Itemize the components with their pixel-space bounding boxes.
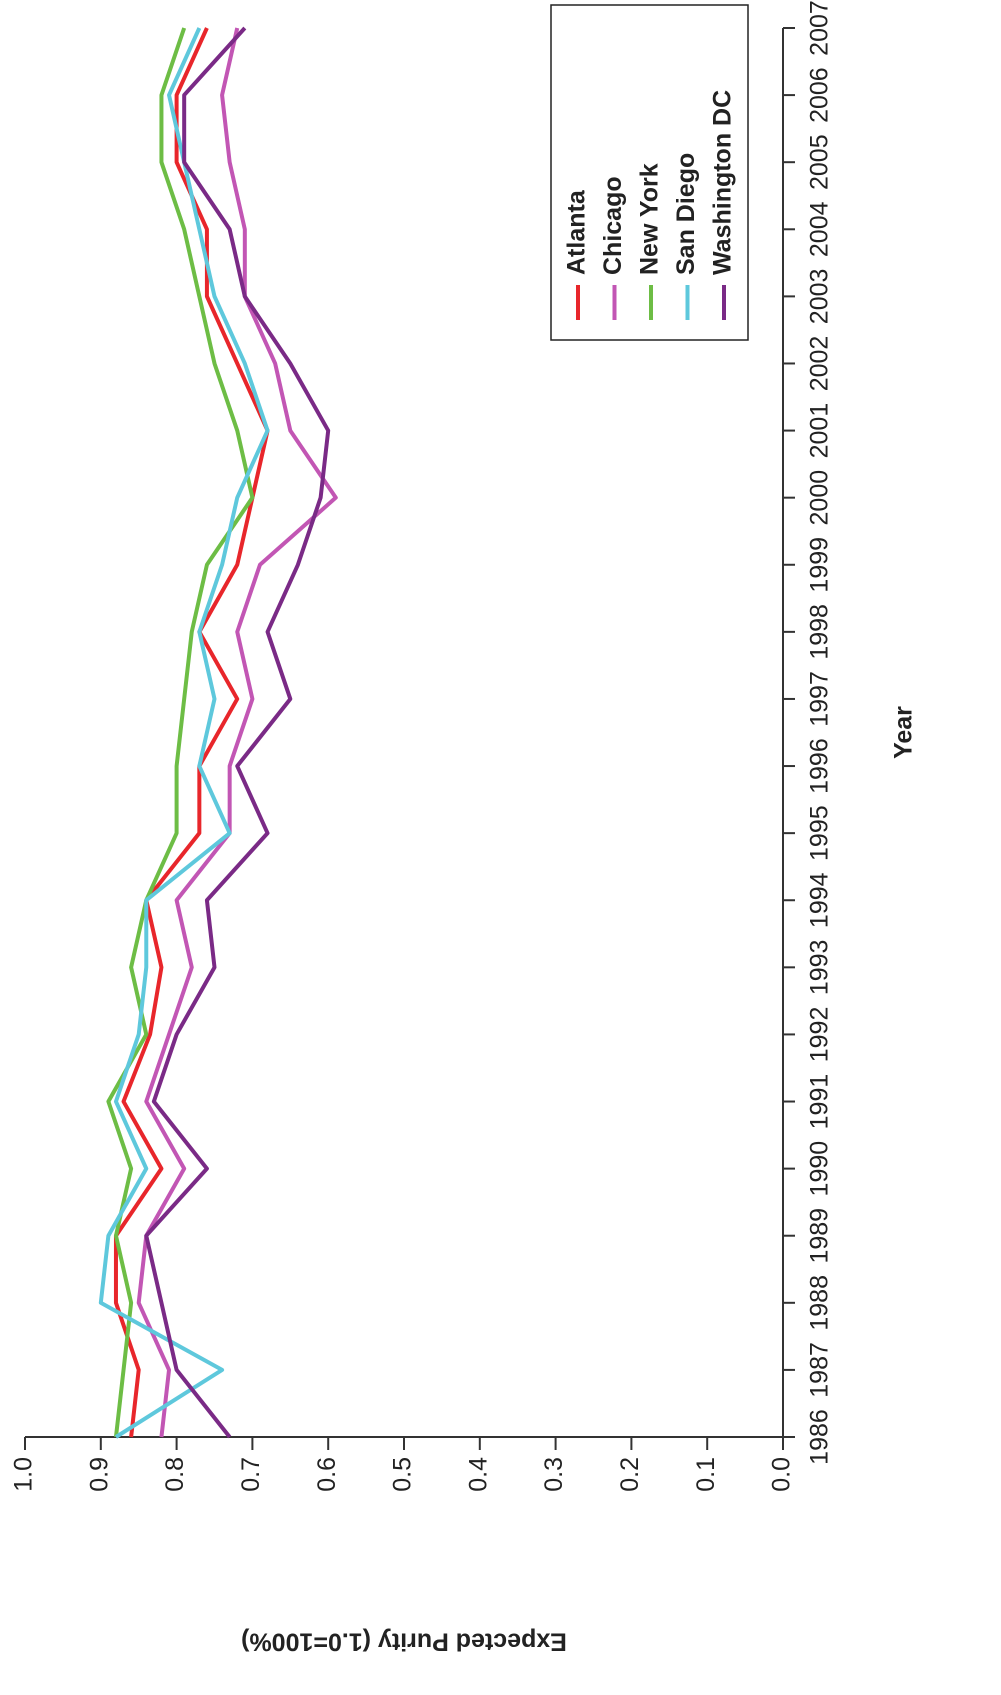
series-line [98, 27, 270, 1439]
y-tick-label: 0.9 [85, 1457, 113, 1492]
x-tick-label: 1991 [806, 1074, 834, 1130]
x-tick-label: 2005 [806, 134, 834, 190]
y-tick-label: 0.4 [464, 1457, 492, 1492]
x-tick-label: 1999 [806, 537, 834, 593]
x-tick-label: 1988 [806, 1275, 834, 1331]
series-line [106, 27, 255, 1438]
x-tick-label: 1997 [806, 671, 834, 727]
x-axis-title: Year [890, 706, 918, 759]
x-tick-label: 2004 [806, 201, 834, 257]
y-tick-label: 0.0 [768, 1457, 796, 1492]
legend-label: New York [636, 163, 664, 275]
x-tick-label: 2006 [806, 67, 834, 123]
x-tick-label: 1986 [806, 1409, 834, 1465]
x-tick-label: 2007 [806, 0, 834, 56]
x-tick-label: 1996 [806, 738, 834, 794]
x-tick-label: 2002 [806, 336, 834, 392]
series-line [144, 26, 331, 1439]
legend-label: Atlanta [563, 189, 591, 275]
legend-label: Washington DC [709, 90, 737, 275]
x-tick-label: 1993 [806, 940, 834, 996]
x-tick-label: 1994 [806, 872, 834, 928]
y-tick-label: 0.2 [616, 1457, 644, 1492]
y-tick-label: 0.7 [237, 1457, 265, 1492]
legend-label: San Diego [672, 153, 700, 275]
y-tick-label: 0.1 [692, 1457, 720, 1492]
y-tick-label: 1.0 [10, 1457, 38, 1492]
x-tick-label: 1992 [806, 1007, 834, 1063]
chart: 0.0 0.1 0.2 0.3 0.4 0.5 0.6 0.7 0.8 0.9 1.0 1986 198… [10, 0, 918, 1655]
series-line [136, 27, 338, 1438]
y-tick-label: 0.5 [389, 1457, 417, 1492]
x-tick-label: 2000 [806, 470, 834, 526]
x-tick-label: 1995 [806, 805, 834, 861]
y-axis-title: Expected Purity (1.0=100%) [241, 1627, 567, 1655]
x-tick-label: 2003 [806, 269, 834, 325]
legend-box [550, 4, 749, 341]
x-tick-label: 1998 [806, 604, 834, 660]
x-tick-label: 2001 [806, 403, 834, 459]
y-tick-label: 0.3 [540, 1457, 568, 1492]
y-tick-label: 0.6 [313, 1457, 341, 1492]
x-tick-label: 1990 [806, 1141, 834, 1197]
x-tick-label: 1989 [806, 1208, 834, 1264]
legend-label: Chicago [599, 176, 627, 275]
x-tick-label: 1987 [806, 1342, 834, 1398]
y-tick-label: 0.8 [161, 1457, 189, 1492]
